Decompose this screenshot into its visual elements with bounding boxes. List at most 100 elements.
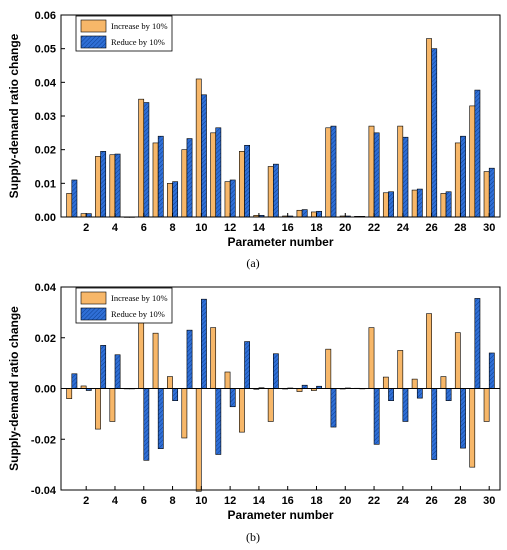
bar-increase-19 bbox=[325, 348, 332, 389]
bar-increase-18 bbox=[310, 211, 317, 218]
x-tick-label: 6 bbox=[141, 222, 147, 234]
bar-increase-4 bbox=[109, 388, 116, 422]
y-tick-label: 0.01 bbox=[35, 178, 56, 190]
bar-reduce-26 bbox=[431, 388, 438, 460]
bar-increase-15 bbox=[267, 166, 274, 218]
x-tick-label: 4 bbox=[112, 222, 119, 234]
bar-reduce-10 bbox=[201, 94, 207, 218]
bar-increase-19 bbox=[325, 127, 332, 218]
bar-reduce-3 bbox=[100, 151, 107, 218]
bar-reduce-3 bbox=[100, 345, 107, 389]
bar-increase-8 bbox=[167, 376, 173, 389]
bar-increase-24 bbox=[397, 350, 404, 389]
bar-reduce-23 bbox=[388, 191, 394, 218]
bar-reduce-22 bbox=[373, 388, 380, 445]
bar-increase-30 bbox=[483, 171, 490, 218]
bar-increase-28 bbox=[454, 332, 461, 389]
legend-label: Increase by 10% bbox=[111, 21, 168, 31]
x-tick-label: 30 bbox=[483, 222, 495, 234]
x-tick-label: 26 bbox=[426, 495, 438, 507]
x-tick-label: 16 bbox=[282, 495, 294, 507]
bar-increase-26 bbox=[426, 38, 432, 218]
bar-reduce-7 bbox=[157, 388, 164, 449]
x-tick-label: 28 bbox=[454, 222, 466, 234]
bar-reduce-9 bbox=[186, 329, 193, 389]
bar-reduce-13 bbox=[244, 144, 251, 218]
bar-reduce-11 bbox=[215, 388, 222, 455]
y-tick-label: 0.06 bbox=[35, 10, 56, 22]
bar-increase-1 bbox=[66, 193, 73, 218]
x-tick-label: 8 bbox=[169, 495, 175, 507]
legend-swatch bbox=[80, 307, 107, 321]
y-tick-label: 0.02 bbox=[35, 333, 56, 345]
bar-increase-8 bbox=[167, 183, 173, 218]
bar-reduce-28 bbox=[460, 388, 466, 449]
bar-reduce-30 bbox=[488, 352, 495, 389]
y-axis-title: Supply-demand ratio change bbox=[7, 306, 21, 471]
bar-reduce-15 bbox=[272, 353, 279, 389]
bar-reduce-8 bbox=[172, 388, 179, 401]
bar-reduce-10 bbox=[201, 298, 207, 389]
legend-label: Reduce by 10% bbox=[111, 309, 165, 319]
legend-swatch bbox=[80, 35, 107, 49]
bar-reduce-7 bbox=[157, 135, 164, 218]
legend-label: Reduce by 10% bbox=[111, 37, 165, 47]
bar-increase-11 bbox=[210, 327, 217, 389]
x-tick-label: 30 bbox=[483, 495, 495, 507]
x-tick-label: 18 bbox=[310, 495, 322, 507]
bar-increase-12 bbox=[224, 371, 231, 389]
bar-increase-22 bbox=[368, 327, 375, 389]
bar-reduce-4 bbox=[114, 153, 121, 218]
bar-reduce-1 bbox=[71, 373, 78, 389]
bar-reduce-26 bbox=[431, 48, 438, 218]
bar-reduce-29 bbox=[474, 298, 481, 389]
y-tick-label: -0.02 bbox=[31, 434, 56, 446]
bar-reduce-19 bbox=[330, 125, 337, 218]
bar-reduce-11 bbox=[215, 127, 222, 218]
x-tick-label: 10 bbox=[195, 222, 207, 234]
bar-increase-26 bbox=[426, 313, 432, 389]
chart-panel-b: -0.04-0.020.000.020.042 4 6 8 10 12 14 16 18 20 22… bbox=[7, 282, 501, 544]
x-tick-label: 8 bbox=[169, 222, 175, 234]
bar-reduce-24 bbox=[402, 388, 409, 422]
x-tick-label: 28 bbox=[454, 495, 466, 507]
bar-reduce-9 bbox=[186, 138, 193, 218]
bar-reduce-18 bbox=[316, 210, 322, 218]
x-tick-label: 22 bbox=[368, 222, 380, 234]
bar-increase-11 bbox=[210, 132, 217, 218]
bar-increase-23 bbox=[382, 192, 389, 218]
y-tick-label: 0.02 bbox=[35, 145, 56, 157]
bar-increase-6 bbox=[138, 314, 145, 389]
legend: Increase by 10% Reduce by 10% bbox=[75, 287, 173, 324]
bar-reduce-4 bbox=[114, 354, 121, 389]
y-tick-label: 0.04 bbox=[35, 282, 57, 294]
bar-reduce-13 bbox=[244, 341, 251, 389]
y-tick-label: 0.00 bbox=[35, 212, 56, 224]
bar-increase-30 bbox=[483, 388, 490, 422]
x-tick-label: 4 bbox=[112, 495, 119, 507]
bar-reduce-27 bbox=[445, 388, 452, 401]
y-tick-label: 0.00 bbox=[35, 384, 56, 396]
bar-reduce-27 bbox=[445, 191, 452, 218]
bar-increase-28 bbox=[454, 142, 461, 218]
bar-increase-6 bbox=[138, 98, 145, 218]
bar-increase-17 bbox=[296, 209, 303, 218]
x-tick-label: 20 bbox=[339, 222, 351, 234]
bar-increase-27 bbox=[440, 193, 447, 218]
bar-increase-25 bbox=[411, 378, 418, 389]
bar-increase-13 bbox=[239, 388, 245, 433]
bar-reduce-25 bbox=[416, 188, 423, 218]
x-tick-label: 14 bbox=[253, 222, 266, 234]
bar-reduce-17 bbox=[301, 209, 308, 218]
y-axis-title: Supply-demand ratio change bbox=[7, 33, 21, 198]
bar-increase-10 bbox=[195, 388, 202, 492]
x-tick-label: 10 bbox=[195, 495, 207, 507]
bar-increase-22 bbox=[368, 125, 375, 218]
bar-increase-12 bbox=[224, 181, 231, 218]
bar-increase-4 bbox=[109, 154, 116, 218]
bar-reduce-1 bbox=[71, 179, 78, 218]
chart-panel-a: 0.000.010.020.030.040.050.062 4 6 8 10 12 14 16… bbox=[7, 10, 501, 270]
bar-increase-13 bbox=[239, 151, 245, 218]
bar-increase-10 bbox=[195, 78, 202, 218]
